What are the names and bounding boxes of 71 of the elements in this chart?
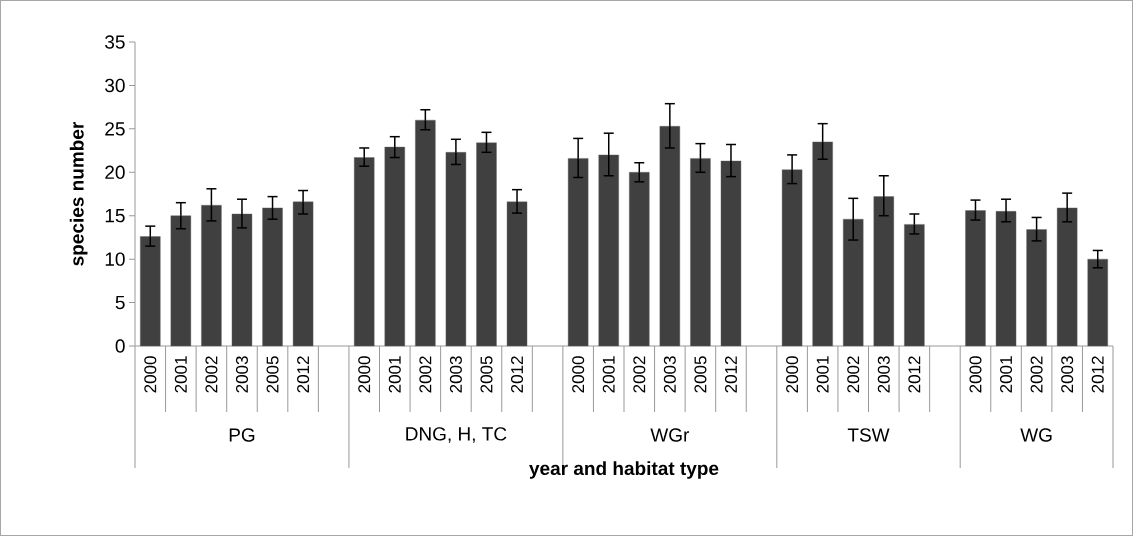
- y-tick-label: 15: [105, 209, 125, 223]
- bar: [415, 119, 436, 347]
- bar: [965, 210, 986, 347]
- bar: [1026, 229, 1047, 347]
- x-tick-label: 2005: [266, 356, 279, 393]
- x-tick-label: 2000: [786, 356, 799, 393]
- y-tick-label: 5: [115, 295, 125, 310]
- bar: [995, 211, 1017, 347]
- text: WG: [1020, 428, 1052, 442]
- bar: [170, 215, 192, 347]
- bar: [598, 154, 619, 347]
- text: DNG, H, TC: [406, 427, 507, 443]
- x-tick-label: 2001: [602, 356, 615, 393]
- bar: [476, 142, 497, 347]
- y-tick-label: 35: [105, 35, 125, 49]
- text: WGr: [650, 428, 690, 442]
- bar: [873, 196, 894, 347]
- bar: [690, 158, 711, 347]
- x-tick-label: 2000: [572, 356, 585, 393]
- x-tick-label: 2002: [633, 356, 646, 393]
- x-tick-label: 2001: [1000, 356, 1013, 393]
- x-tick-label: 2003: [235, 356, 248, 393]
- bar: [292, 201, 314, 347]
- x-tick-label: 2003: [1061, 356, 1074, 393]
- x-tick-label: 2005: [480, 356, 493, 393]
- x-tick-label: 2003: [877, 356, 890, 393]
- bar: [659, 126, 681, 347]
- y-tick-label: 25: [105, 122, 125, 136]
- bar: [231, 213, 253, 347]
- bar: [262, 207, 283, 347]
- bar: [629, 172, 650, 347]
- x-tick-label: 2012: [724, 356, 737, 393]
- x-tick-label: 2012: [297, 356, 310, 393]
- bar: [843, 218, 864, 347]
- bar: [904, 224, 925, 347]
- x-tick-label: 2003: [449, 356, 462, 393]
- bar: [506, 201, 528, 347]
- x-tick-label: 2001: [816, 356, 829, 393]
- x-tick-label: 2002: [1030, 356, 1043, 393]
- bar: [781, 169, 803, 347]
- bar: [1087, 258, 1108, 347]
- bar: [201, 205, 222, 347]
- bar: [445, 152, 467, 347]
- bar: [812, 141, 833, 347]
- x-tick-label: 2000: [144, 356, 157, 393]
- text: PG: [229, 428, 255, 442]
- y-tick-label: 0: [115, 339, 125, 353]
- bar: [567, 158, 589, 347]
- x-tick-label: 2012: [511, 356, 524, 393]
- x-tick-label: 2002: [205, 356, 218, 393]
- x-tick-label: 2005: [694, 356, 707, 393]
- y-tick-label: 20: [105, 165, 125, 180]
- bar: [384, 146, 405, 347]
- y-axis-title: species number: [69, 121, 88, 266]
- y-tick-label: 10: [105, 252, 125, 266]
- x-tick-label: 2000: [358, 356, 371, 393]
- x-tick-label: 2003: [663, 356, 676, 393]
- x-tick-label: 2002: [419, 356, 432, 393]
- bar: [354, 157, 375, 347]
- x-tick-label: 2012: [1091, 356, 1104, 393]
- text: TSW: [847, 428, 890, 442]
- x-tick-label: 2001: [388, 356, 401, 393]
- x-axis-title: year and habitat type: [529, 461, 719, 479]
- bar: [1056, 207, 1078, 347]
- x-tick-label: 2000: [969, 356, 982, 393]
- bar: [140, 236, 161, 347]
- x-tick-label: 2012: [908, 356, 921, 393]
- y-tick-label: 30: [105, 78, 125, 93]
- bar: [720, 160, 742, 347]
- x-tick-label: 2001: [174, 356, 187, 393]
- x-tick-label: 2002: [847, 356, 860, 393]
